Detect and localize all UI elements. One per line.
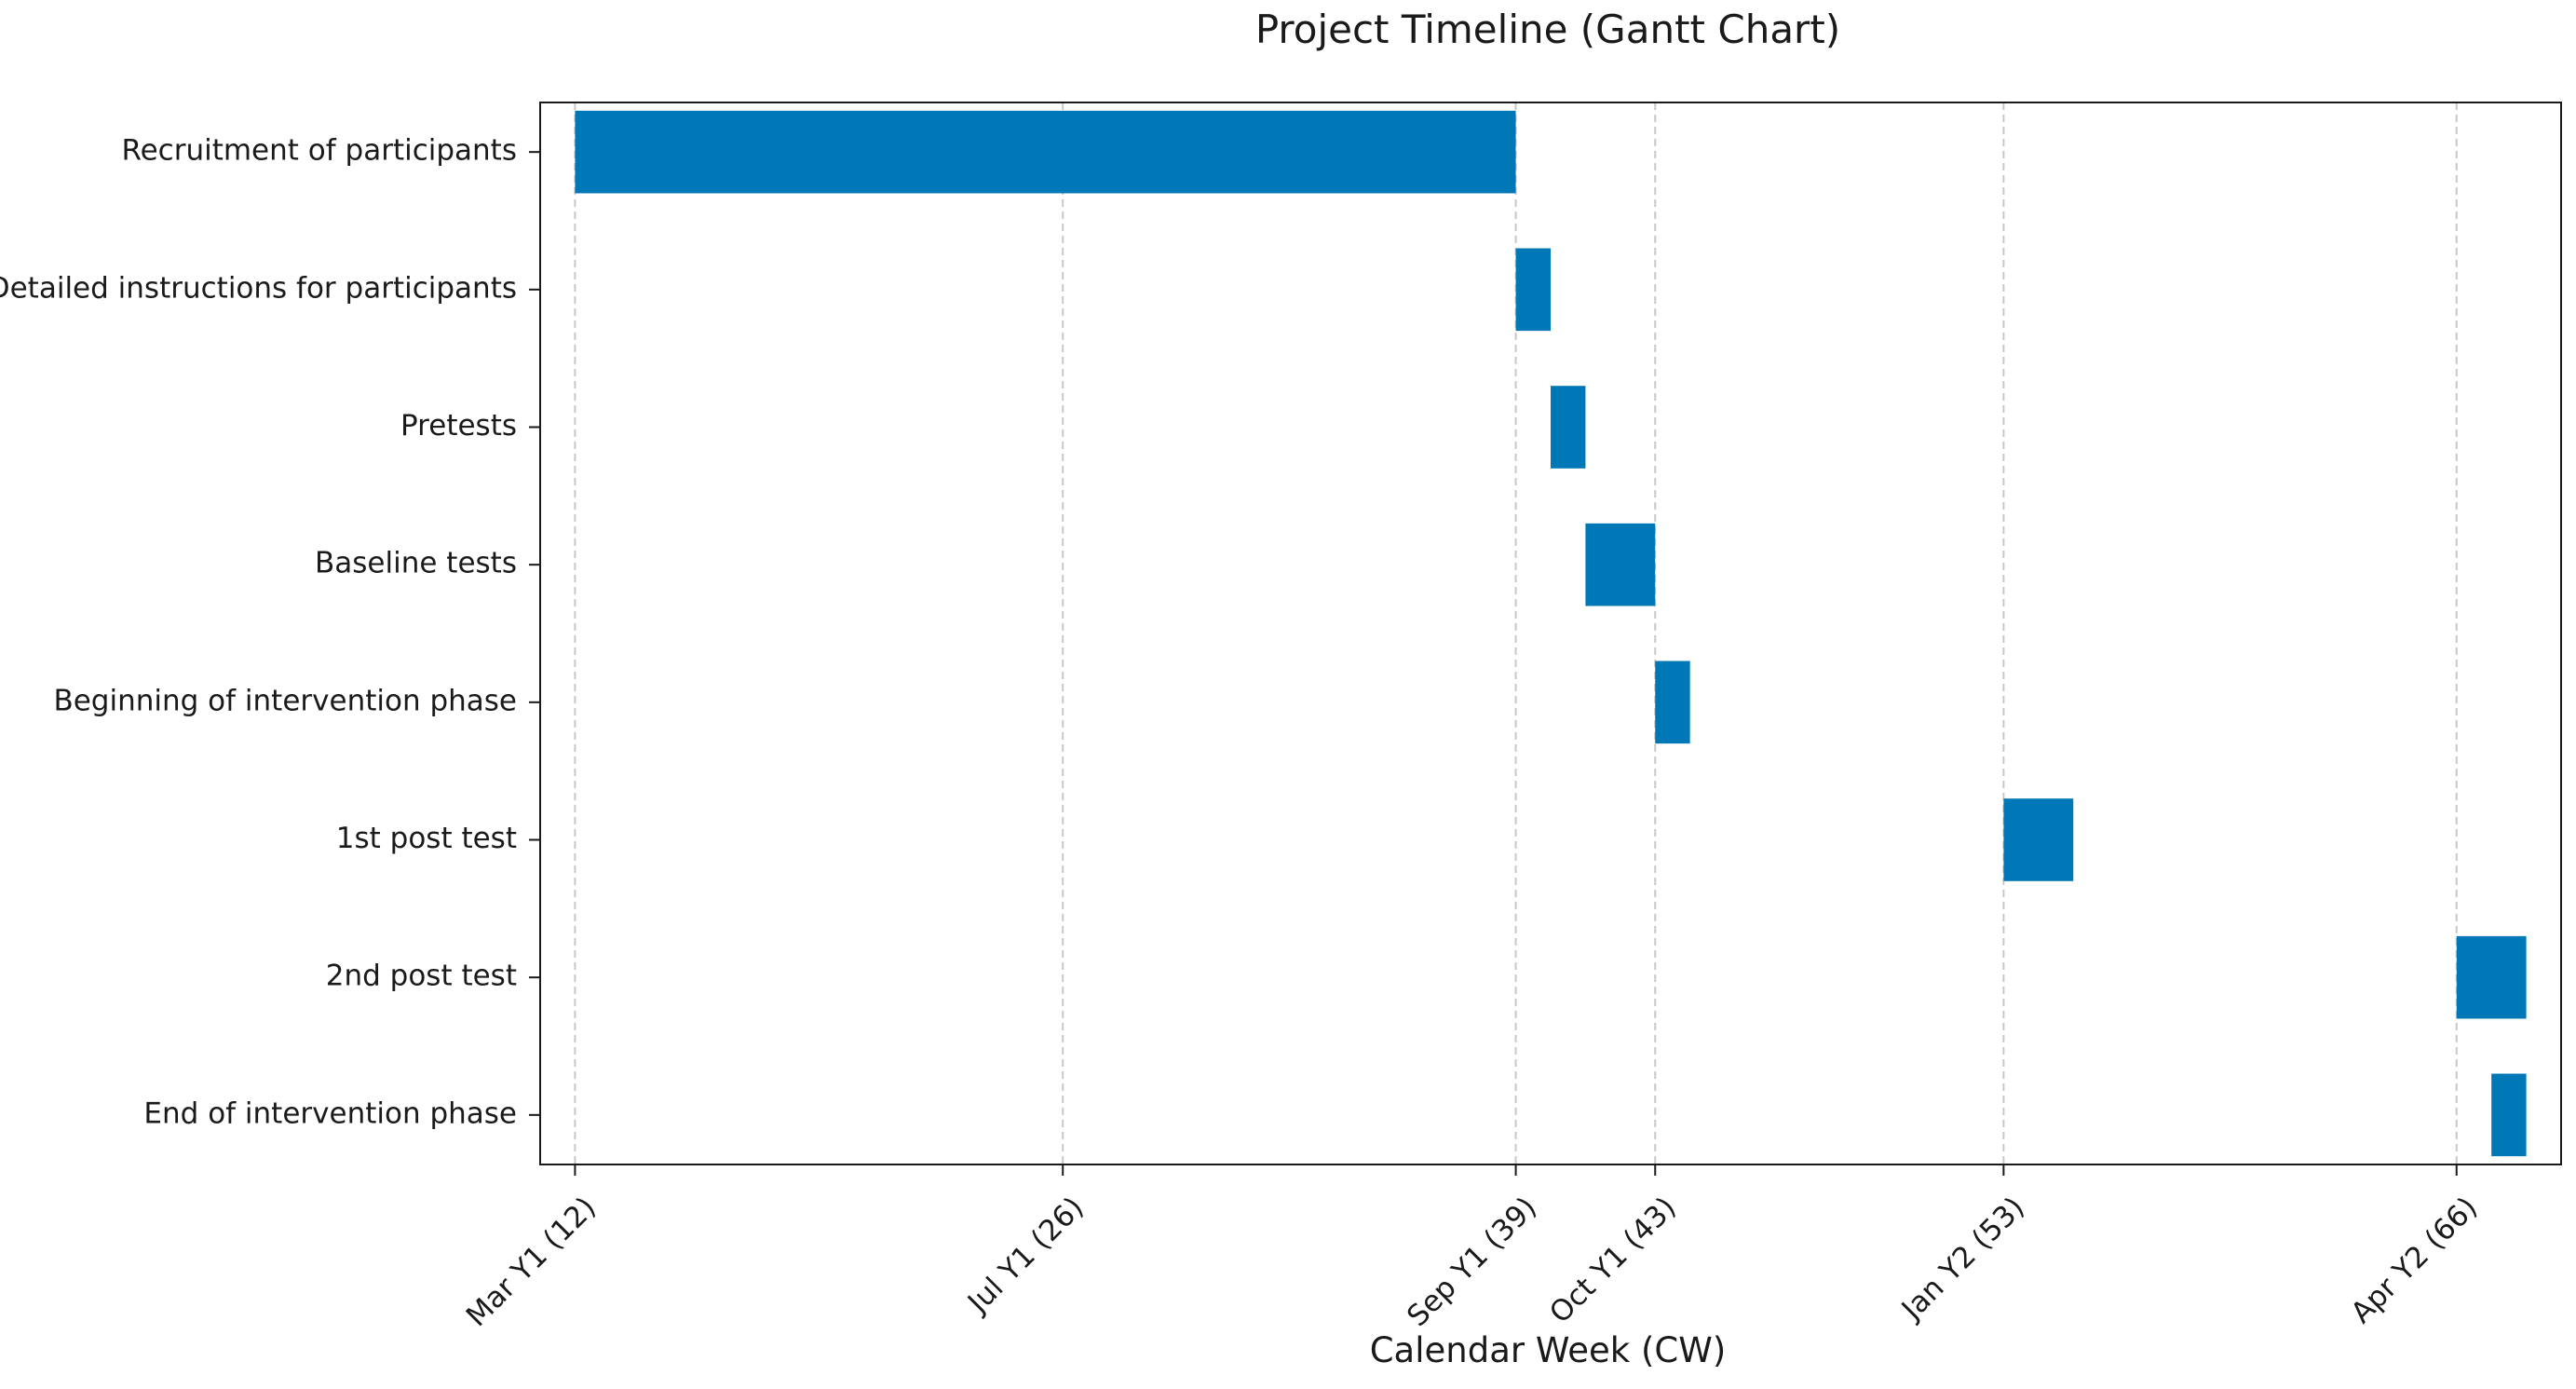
plot-frame — [539, 102, 2562, 1165]
task-bars — [575, 110, 2527, 1157]
x-tick-label: Apr Y2 (66) — [2345, 1191, 2485, 1330]
x-tick-label: Jan Y2 (53) — [1894, 1191, 2031, 1328]
y-tick-label: 2nd post test — [326, 960, 517, 993]
y-tick-label: End of intervention phase — [143, 1096, 517, 1130]
x-tick-label: Sep Y1 (39) — [1401, 1191, 1543, 1333]
y-tick-label: Beginning of intervention phase — [53, 684, 517, 717]
task-bar — [1585, 523, 1656, 606]
y-axis-ticks: Recruitment of participants Detailed inst… — [0, 134, 540, 1130]
task-bar — [1655, 660, 1690, 744]
y-tick-label: 1st post test — [336, 822, 517, 855]
x-tick-label: Oct Y1 (43) — [1543, 1191, 1683, 1330]
task-bar — [1551, 386, 1586, 469]
task-bar — [2491, 1073, 2527, 1157]
task-bar — [2003, 798, 2074, 881]
y-tick-label: Baseline tests — [315, 547, 517, 580]
task-bar — [575, 110, 1516, 194]
chart-title: Project Timeline (Gantt Chart) — [1255, 7, 1840, 52]
x-axis-label: Calendar Week (CW) — [1370, 1330, 1727, 1370]
task-bar — [2456, 935, 2527, 1019]
y-tick-label: Recruitment of participants — [121, 134, 517, 168]
x-axis-ticks: Mar Y1 (12) Jul Y1 (26) Sep Y1 (39) Oct Y1 … — [460, 1164, 2484, 1333]
x-tick-label: Mar Y1 (12) — [460, 1191, 603, 1333]
task-bar — [1515, 248, 1551, 332]
y-tick-label: Detailed instructions for participants — [0, 271, 517, 305]
x-tick-label: Jul Y1 (26) — [960, 1191, 1091, 1321]
y-tick-label: Pretests — [400, 409, 517, 443]
